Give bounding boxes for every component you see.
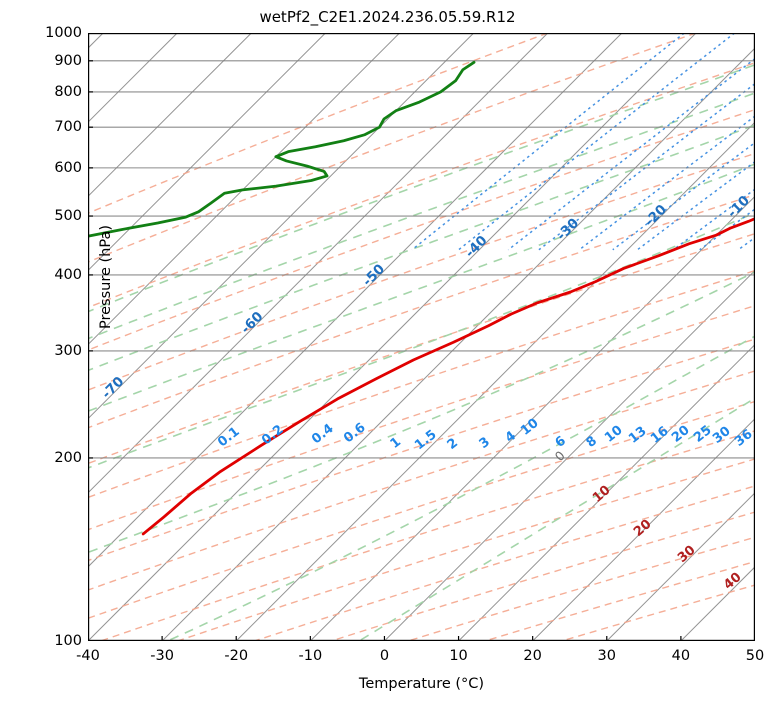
dry-adiabat-line (407, 536, 755, 641)
dry-adiabat-line (88, 33, 549, 214)
mixing-ratio-line (612, 141, 755, 251)
mixing-ratio-label: 8 (584, 434, 600, 451)
isotherm-line (88, 33, 623, 568)
temperature-profile-line (141, 217, 755, 536)
mixing-ratio-line (411, 33, 685, 251)
x-tick-label-10: 10 (449, 648, 468, 664)
y-tick-label-500: 500 (54, 208, 82, 225)
dry-adiabat-line (88, 232, 755, 465)
y-tick-label-700: 700 (54, 119, 82, 136)
skewt-canvas: -70-60-50-40-30 -20 -100.1 0.2 0.4 0.6 1 1.5 2 3 4… (88, 33, 755, 641)
x-tick-label--10: -10 (298, 648, 323, 664)
grid-lines (88, 33, 755, 641)
moist-adiabat-line (88, 124, 755, 372)
dry-adiabat-line (88, 62, 755, 309)
dry-adiabat-label: 0 (552, 448, 568, 464)
moist-adiabat-line (88, 271, 755, 554)
x-tick-label-40: 40 (671, 648, 691, 664)
x-tick-label--40: -40 (76, 648, 100, 664)
dry-adiabat-line (100, 430, 755, 641)
dry-adiabat-line (177, 458, 755, 641)
dry-adiabat-line (88, 269, 755, 499)
mixing-ratio-line (458, 33, 736, 251)
y-tick-label-200: 200 (54, 449, 82, 466)
mixing-ratio-line (578, 115, 755, 251)
isotherm-line (532, 417, 755, 641)
plot-area: -70 -60 -50 -40 -30 -20 -10 0.1 0.2 0.4 0.6 1 1.5 2 3 4… (45, 25, 764, 664)
isotherm-line (458, 343, 755, 641)
mixing-ratio-label: 13 (626, 424, 649, 447)
mixing-ratio-label: 0.1 (215, 424, 242, 450)
moist-adiabat-line (88, 163, 755, 413)
isotherm-line (606, 492, 755, 641)
mixing-ratio-label: 1 (388, 435, 404, 452)
mixing-ratio-label: 10 (602, 423, 625, 446)
isotherm-label: -50 (360, 261, 389, 290)
x-tick-label--20: -20 (224, 648, 249, 664)
isotherm-line (384, 269, 755, 641)
isotherm-line (88, 33, 549, 494)
mixing-ratio-label: 1.5 (412, 427, 439, 453)
mixing-ratio-label: 2 (445, 436, 461, 453)
isotherm-label: -60 (238, 309, 267, 338)
mixing-ratio-line (507, 57, 755, 251)
dry-adiabat-line (88, 33, 697, 263)
dry-adiabat-line (331, 511, 755, 641)
mixing-ratio-label: 3 (477, 435, 493, 452)
moist-adiabat-line (167, 335, 755, 641)
moist-adiabat-line (88, 92, 755, 340)
dry-adiabat-line (254, 485, 755, 641)
y-tick-label-400: 400 (54, 266, 82, 283)
x-tick-label-50: 50 (745, 648, 765, 664)
isotherm-line (88, 33, 326, 272)
dewpoint-profile-line (88, 60, 476, 238)
x-tick-label-30: 30 (597, 648, 616, 664)
mixing-ratio-label: 0.6 (341, 420, 368, 446)
mixing-ratio-label: 10 (518, 416, 541, 439)
mixing-ratio-label: 16 (648, 424, 671, 447)
isotherm-line (161, 47, 755, 641)
x-tick-label--30: -30 (150, 648, 174, 664)
dry-adiabat-line (88, 370, 755, 591)
figure-title: wetPf2_C2E1.2024.236.05.59.R12 (259, 8, 516, 26)
moist-adiabat-line (358, 397, 755, 641)
moist-adiabat-line (88, 63, 755, 313)
axes-frame (88, 33, 755, 641)
y-tick-label-300: 300 (54, 342, 82, 359)
isotherm-line (309, 195, 755, 641)
y-tick-label-900: 900 (54, 52, 82, 69)
profile-curves (88, 60, 755, 536)
y-tick-label-1000: 1000 (45, 25, 82, 41)
y-axis-label: Pressure (hPa) (98, 225, 114, 330)
dry-adiabat-line (88, 152, 755, 391)
isotherm-line (88, 33, 252, 198)
y-tick-label-600: 600 (54, 159, 82, 176)
dry-adiabat-line (88, 304, 755, 531)
x-tick-label-20: 20 (523, 648, 542, 664)
y-tick-label-100: 100 (54, 633, 82, 649)
dry-adiabat-line (561, 584, 755, 641)
dry-adiabat-line (88, 338, 755, 562)
mixing-ratio-label: 36 (732, 427, 755, 450)
mixing-ratio-label: 0.4 (309, 421, 336, 447)
isotherm-line (88, 33, 400, 346)
x-axis-label: Temperature (°C) (358, 676, 485, 692)
isotherm-line (88, 33, 475, 420)
dry-adiabat-line (484, 560, 755, 641)
mixing-ratio-label: 6 (553, 434, 569, 451)
mixing-ratio-label: 4 (503, 429, 519, 446)
isotherm-line (235, 121, 755, 641)
x-tick-label-0: 0 (379, 648, 390, 664)
isotherm-line (88, 33, 697, 641)
y-tick-label-800: 800 (54, 83, 82, 100)
dry-adiabat-line (88, 193, 755, 429)
moist-adiabat-label: 20 (631, 517, 655, 540)
isotherm-label: -40 (462, 233, 491, 262)
moist-adiabat-label: 30 (675, 543, 699, 566)
